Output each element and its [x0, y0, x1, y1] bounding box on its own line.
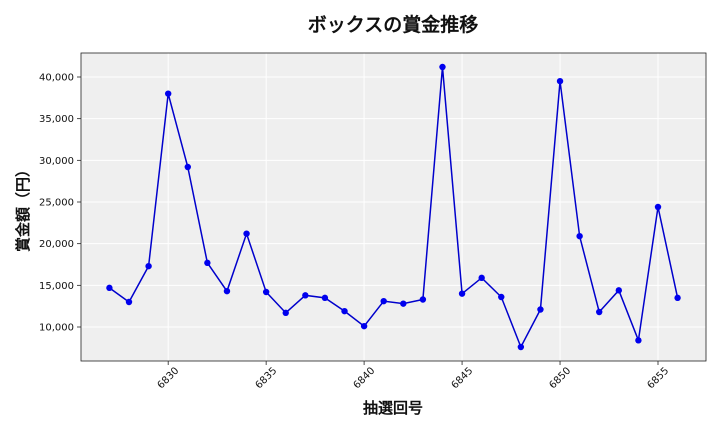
x-tick-label: 6855 [645, 365, 671, 391]
y-tick-label: 10,000 [39, 323, 74, 334]
x-tick-label: 6845 [450, 365, 476, 391]
data-point [654, 203, 662, 211]
data-point [537, 306, 544, 313]
data-point [419, 296, 427, 303]
data-point [400, 300, 407, 307]
y-tick-label: 30,000 [39, 156, 74, 167]
x-tick-label: 6850 [548, 365, 574, 391]
x-tick-label: 6835 [254, 365, 280, 391]
x-tick-label: 6840 [352, 365, 378, 391]
y-axis-label: 賞金額（円） [14, 162, 32, 252]
data-point [478, 274, 485, 282]
data-point [517, 343, 525, 351]
data-point [439, 63, 446, 71]
data-point [596, 308, 603, 316]
data-point [635, 337, 642, 344]
data-point [615, 287, 623, 294]
x-axis-label: 抽選回号 [363, 399, 423, 417]
x-tick-label: 6830 [156, 365, 182, 391]
data-point [204, 259, 211, 267]
data-point [380, 297, 387, 305]
data-point [321, 294, 329, 302]
data-point [184, 163, 191, 171]
x-axis-ticks: 6830 6835 6840 6845 6850 6855 [156, 361, 671, 391]
y-axis-ticks: 10,000 15,000 20,000 25,000 30,000 35,000 40,0… [39, 73, 81, 334]
y-tick-label: 25,000 [39, 198, 74, 209]
data-point [556, 77, 564, 85]
plot-area [81, 53, 706, 361]
series-points [106, 63, 681, 351]
data-point [125, 298, 133, 306]
chart-title: ボックスの賞金推移 [308, 13, 478, 36]
data-point [106, 284, 113, 292]
data-point [674, 294, 681, 302]
data-point [458, 290, 466, 297]
data-point [223, 287, 231, 295]
data-point [498, 293, 505, 301]
data-point [262, 288, 270, 296]
y-tick-label: 40,000 [39, 73, 74, 84]
y-tick-label: 20,000 [39, 239, 74, 250]
data-point [164, 90, 172, 97]
y-tick-label: 15,000 [39, 281, 74, 292]
data-point [576, 232, 583, 240]
data-point [243, 230, 250, 237]
data-point [302, 292, 309, 299]
y-tick-label: 35,000 [39, 114, 74, 125]
data-point [341, 307, 348, 315]
data-point [360, 322, 368, 330]
data-point [145, 262, 152, 270]
data-point [282, 309, 289, 317]
plot-frame [80, 52, 707, 362]
series-line [108, 66, 679, 349]
